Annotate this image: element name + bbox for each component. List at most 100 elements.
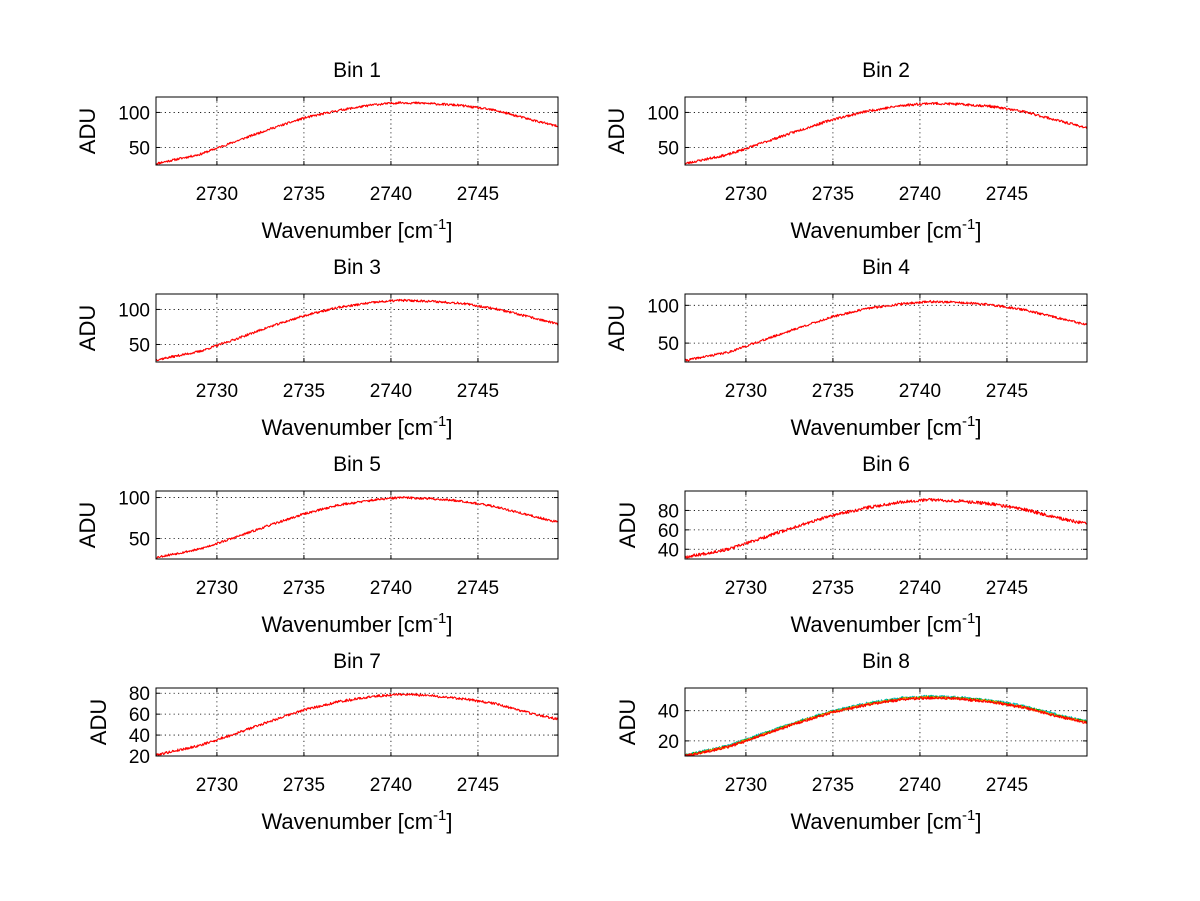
subplot-3: 2730 2735 2740 2745 50 100 Bin 3 Wavenumber [cm… [75, 256, 559, 440]
y-axis-label: ADU [615, 502, 640, 548]
x-tick-label: 2735 [283, 184, 325, 205]
x-axis-label-end: ] [446, 415, 452, 440]
x-axis-label-superscript: -1 [433, 807, 446, 824]
subplot-5: 2730 2735 2740 2745 50 100 Bin 5 Wavenumber [cm… [75, 453, 559, 637]
x-axis-label-text: Wavenumber [cm [790, 809, 962, 834]
x-tick-label: 2745 [986, 578, 1028, 599]
x-tick-label: 2745 [457, 184, 499, 205]
plot-area [684, 490, 1088, 560]
y-tick-label: 20 [658, 732, 679, 753]
x-axis-label-end: ] [975, 612, 981, 637]
chart-title: Bin 1 [333, 59, 381, 82]
series-line-1 [155, 100, 559, 165]
x-axis-label-superscript: -1 [962, 413, 975, 430]
y-axis-label: ADU [615, 699, 640, 745]
chart-title: Bin 7 [333, 650, 381, 673]
subplot-1: 2730 2735 2740 2745 50 100 Bin 1 Wavenumber [cm… [75, 59, 559, 243]
x-tick-label: 2740 [370, 381, 412, 402]
x-axis-label: Wavenumber [cm-1] [261, 216, 452, 243]
y-tick-label: 40 [129, 726, 150, 747]
x-axis-label-end: ] [446, 612, 452, 637]
y-tick-label: 80 [129, 684, 150, 705]
x-tick-label: 2730 [725, 381, 767, 402]
y-tick-label: 50 [129, 530, 150, 551]
chart-title: Bin 5 [333, 453, 381, 476]
x-axis-label-superscript: -1 [433, 413, 446, 430]
series-line-4 [685, 696, 1087, 757]
plot-area [684, 293, 1088, 363]
series-line-1 [155, 496, 559, 559]
x-axis-label: Wavenumber [cm-1] [261, 413, 452, 440]
y-tick-label: 60 [129, 705, 150, 726]
y-axis-label: ADU [604, 108, 629, 154]
x-axis-label-superscript: -1 [962, 807, 975, 824]
x-tick-label: 2740 [899, 578, 941, 599]
x-axis-label-end: ] [446, 809, 452, 834]
x-tick-label: 2745 [457, 775, 499, 796]
chart-title: Bin 3 [333, 256, 381, 279]
y-tick-label: 100 [118, 103, 150, 124]
y-tick-label: 40 [658, 702, 679, 723]
x-tick-label: 2735 [812, 775, 854, 796]
y-tick-label: 100 [647, 296, 679, 317]
x-tick-label: 2730 [725, 775, 767, 796]
x-tick-label: 2730 [196, 578, 238, 599]
x-axis-label: Wavenumber [cm-1] [790, 413, 981, 440]
x-tick-label: 2745 [457, 578, 499, 599]
plot-frame [155, 293, 559, 363]
x-tick-label: 2740 [899, 381, 941, 402]
subplot-4: 2730 2735 2740 2745 50 100 Bin 4 Wavenumber [cm… [604, 256, 1088, 440]
plot-frame [684, 293, 1088, 363]
y-tick-label: 100 [647, 103, 679, 124]
x-axis-label-end: ] [446, 218, 452, 243]
x-axis-label-superscript: -1 [433, 610, 446, 627]
plot-frame [684, 96, 1088, 166]
x-axis-label-superscript: -1 [962, 216, 975, 233]
x-tick-label: 2740 [370, 578, 412, 599]
x-axis-label: Wavenumber [cm-1] [790, 216, 981, 243]
subplot-8: 2730 2735 2740 2745 20 40 Bin 8 Wavenumber [cm-… [615, 650, 1088, 834]
x-axis-label-text: Wavenumber [cm [790, 612, 962, 637]
x-tick-label: 2730 [725, 184, 767, 205]
x-axis-label-text: Wavenumber [cm [261, 415, 433, 440]
x-axis-label-end: ] [975, 218, 981, 243]
x-axis-label: Wavenumber [cm-1] [790, 807, 981, 834]
x-tick-label: 2730 [196, 381, 238, 402]
series-line-1 [684, 497, 1088, 559]
series-line-1 [155, 692, 559, 757]
x-tick-label: 2735 [283, 381, 325, 402]
plot-frame [155, 687, 559, 757]
chart-title: Bin 4 [862, 256, 910, 279]
x-axis-label: Wavenumber [cm-1] [790, 610, 981, 637]
x-axis-label-end: ] [975, 809, 981, 834]
plot-area [684, 687, 1088, 757]
x-tick-label: 2735 [812, 578, 854, 599]
x-axis-label-text: Wavenumber [cm [261, 612, 433, 637]
y-tick-label: 50 [658, 138, 679, 159]
chart-title: Bin 6 [862, 453, 910, 476]
y-axis-label: ADU [604, 305, 629, 351]
x-tick-label: 2730 [196, 775, 238, 796]
y-tick-label: 80 [658, 501, 679, 522]
x-tick-label: 2735 [283, 775, 325, 796]
x-axis-label-superscript: -1 [962, 610, 975, 627]
x-tick-label: 2735 [812, 184, 854, 205]
y-tick-label: 60 [658, 521, 679, 542]
x-axis-label: Wavenumber [cm-1] [261, 610, 452, 637]
x-tick-label: 2740 [899, 184, 941, 205]
x-tick-label: 2745 [986, 184, 1028, 205]
series-line-1 [684, 101, 1088, 165]
x-axis-label-end: ] [975, 415, 981, 440]
series-line-1 [684, 299, 1088, 362]
chart-title: Bin 8 [862, 650, 910, 673]
x-axis-label: Wavenumber [cm-1] [261, 807, 452, 834]
y-axis-label: ADU [75, 305, 100, 351]
subplot-2: 2730 2735 2740 2745 50 100 Bin 2 Wavenumber [cm… [604, 59, 1088, 243]
x-tick-label: 2740 [370, 775, 412, 796]
plot-frame [155, 490, 559, 560]
y-tick-label: 100 [118, 300, 150, 321]
series-line-1 [155, 298, 559, 362]
